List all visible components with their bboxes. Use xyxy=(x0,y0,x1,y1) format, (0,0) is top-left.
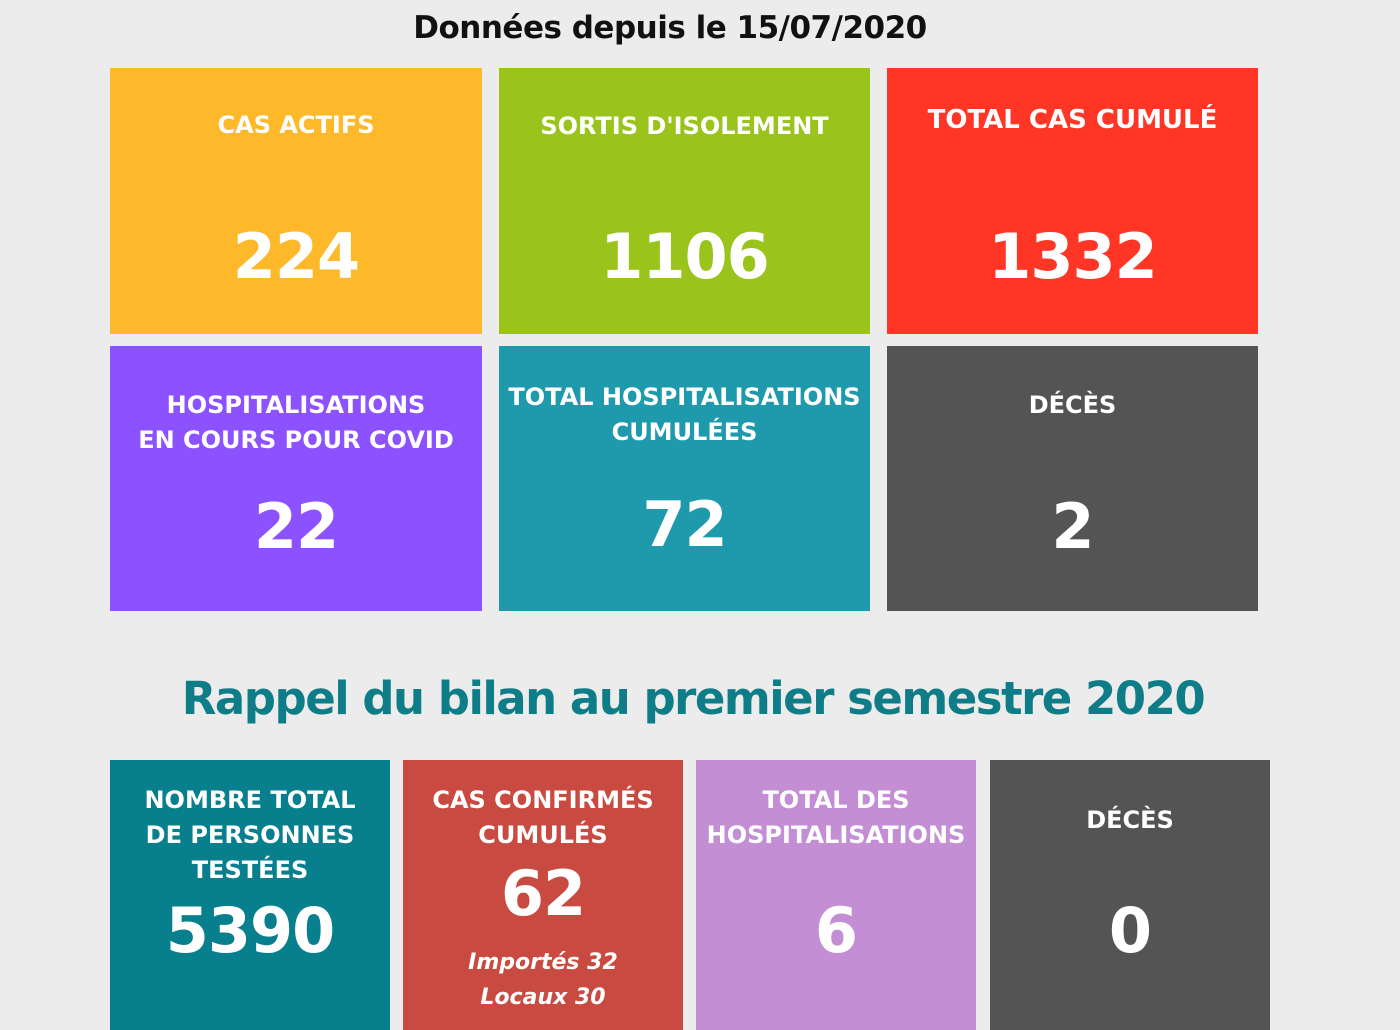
stat-label: DÉCÈS xyxy=(1086,806,1174,834)
section-title: Rappel du bilan au premier semestre 2020 xyxy=(181,672,1206,725)
stat-value: 22 xyxy=(253,490,339,563)
stat-tile-total-hospitalisations: TOTAL DES HOSPITALISATIONS 6 xyxy=(696,760,976,1030)
stat-tile-hospitalisations-en-cours: HOSPITALISATIONS EN COURS POUR COVID 22 xyxy=(110,346,482,611)
stat-label: TOTAL CAS CUMULÉ xyxy=(927,105,1218,135)
stat-value: 1106 xyxy=(600,220,770,293)
stat-value: 72 xyxy=(642,488,727,561)
stat-label-line1: HOSPITALISATIONS xyxy=(166,391,426,419)
stat-label-line1: TOTAL HOSPITALISATIONS xyxy=(508,383,861,411)
stat-label-line1: TOTAL DES xyxy=(762,786,910,814)
stat-tile-total-cas-cumule: TOTAL CAS CUMULÉ 1332 xyxy=(887,68,1258,334)
stat-label-line1: CAS CONFIRMÉS xyxy=(432,786,654,814)
stat-detail-locaux: Locaux 30 xyxy=(480,985,606,1010)
stat-value: 1332 xyxy=(988,220,1158,293)
stat-tile-total-hospitalisations-cumulees: TOTAL HOSPITALISATIONS CUMULÉES 72 xyxy=(499,346,870,611)
stat-detail-importes: Importés 32 xyxy=(468,950,618,975)
stat-label-line2: EN COURS POUR COVID xyxy=(138,426,454,454)
stat-tile-deces: DÉCÈS 2 xyxy=(887,346,1258,611)
stat-label: DÉCÈS xyxy=(1028,391,1117,419)
stat-label-line2: DE PERSONNES xyxy=(145,821,355,849)
stat-label-line2: CUMULÉS xyxy=(478,821,608,849)
stat-tile-cas-actifs: CAS ACTIFS 224 xyxy=(110,68,482,334)
page-title: Données depuis le 15/07/2020 xyxy=(413,10,927,46)
stat-label-line1: NOMBRE TOTAL xyxy=(144,786,356,814)
stat-value: 5390 xyxy=(165,894,336,967)
stat-tile-sortis-isolement: SORTIS D'ISOLEMENT 1106 xyxy=(499,68,870,334)
stat-tile-personnes-testees: NOMBRE TOTAL DE PERSONNES TESTÉES 5390 xyxy=(110,760,390,1030)
stat-value: 62 xyxy=(500,857,586,930)
stat-tile-deces-semestre: DÉCÈS 0 xyxy=(990,760,1270,1030)
stat-value: 2 xyxy=(1051,490,1094,563)
stat-value: 224 xyxy=(232,220,360,293)
stat-label-line2: CUMULÉES xyxy=(611,418,758,446)
stat-value: 6 xyxy=(814,894,858,967)
stat-label-line3: TESTÉES xyxy=(191,856,309,884)
stat-value: 0 xyxy=(1108,894,1152,967)
stat-label: CAS ACTIFS xyxy=(217,111,375,139)
stat-label-line2: HOSPITALISATIONS xyxy=(706,821,966,849)
stat-label: SORTIS D'ISOLEMENT xyxy=(540,112,829,140)
stat-tile-cas-confirmes: CAS CONFIRMÉS CUMULÉS 62 Importés 32 Loc… xyxy=(403,760,683,1030)
